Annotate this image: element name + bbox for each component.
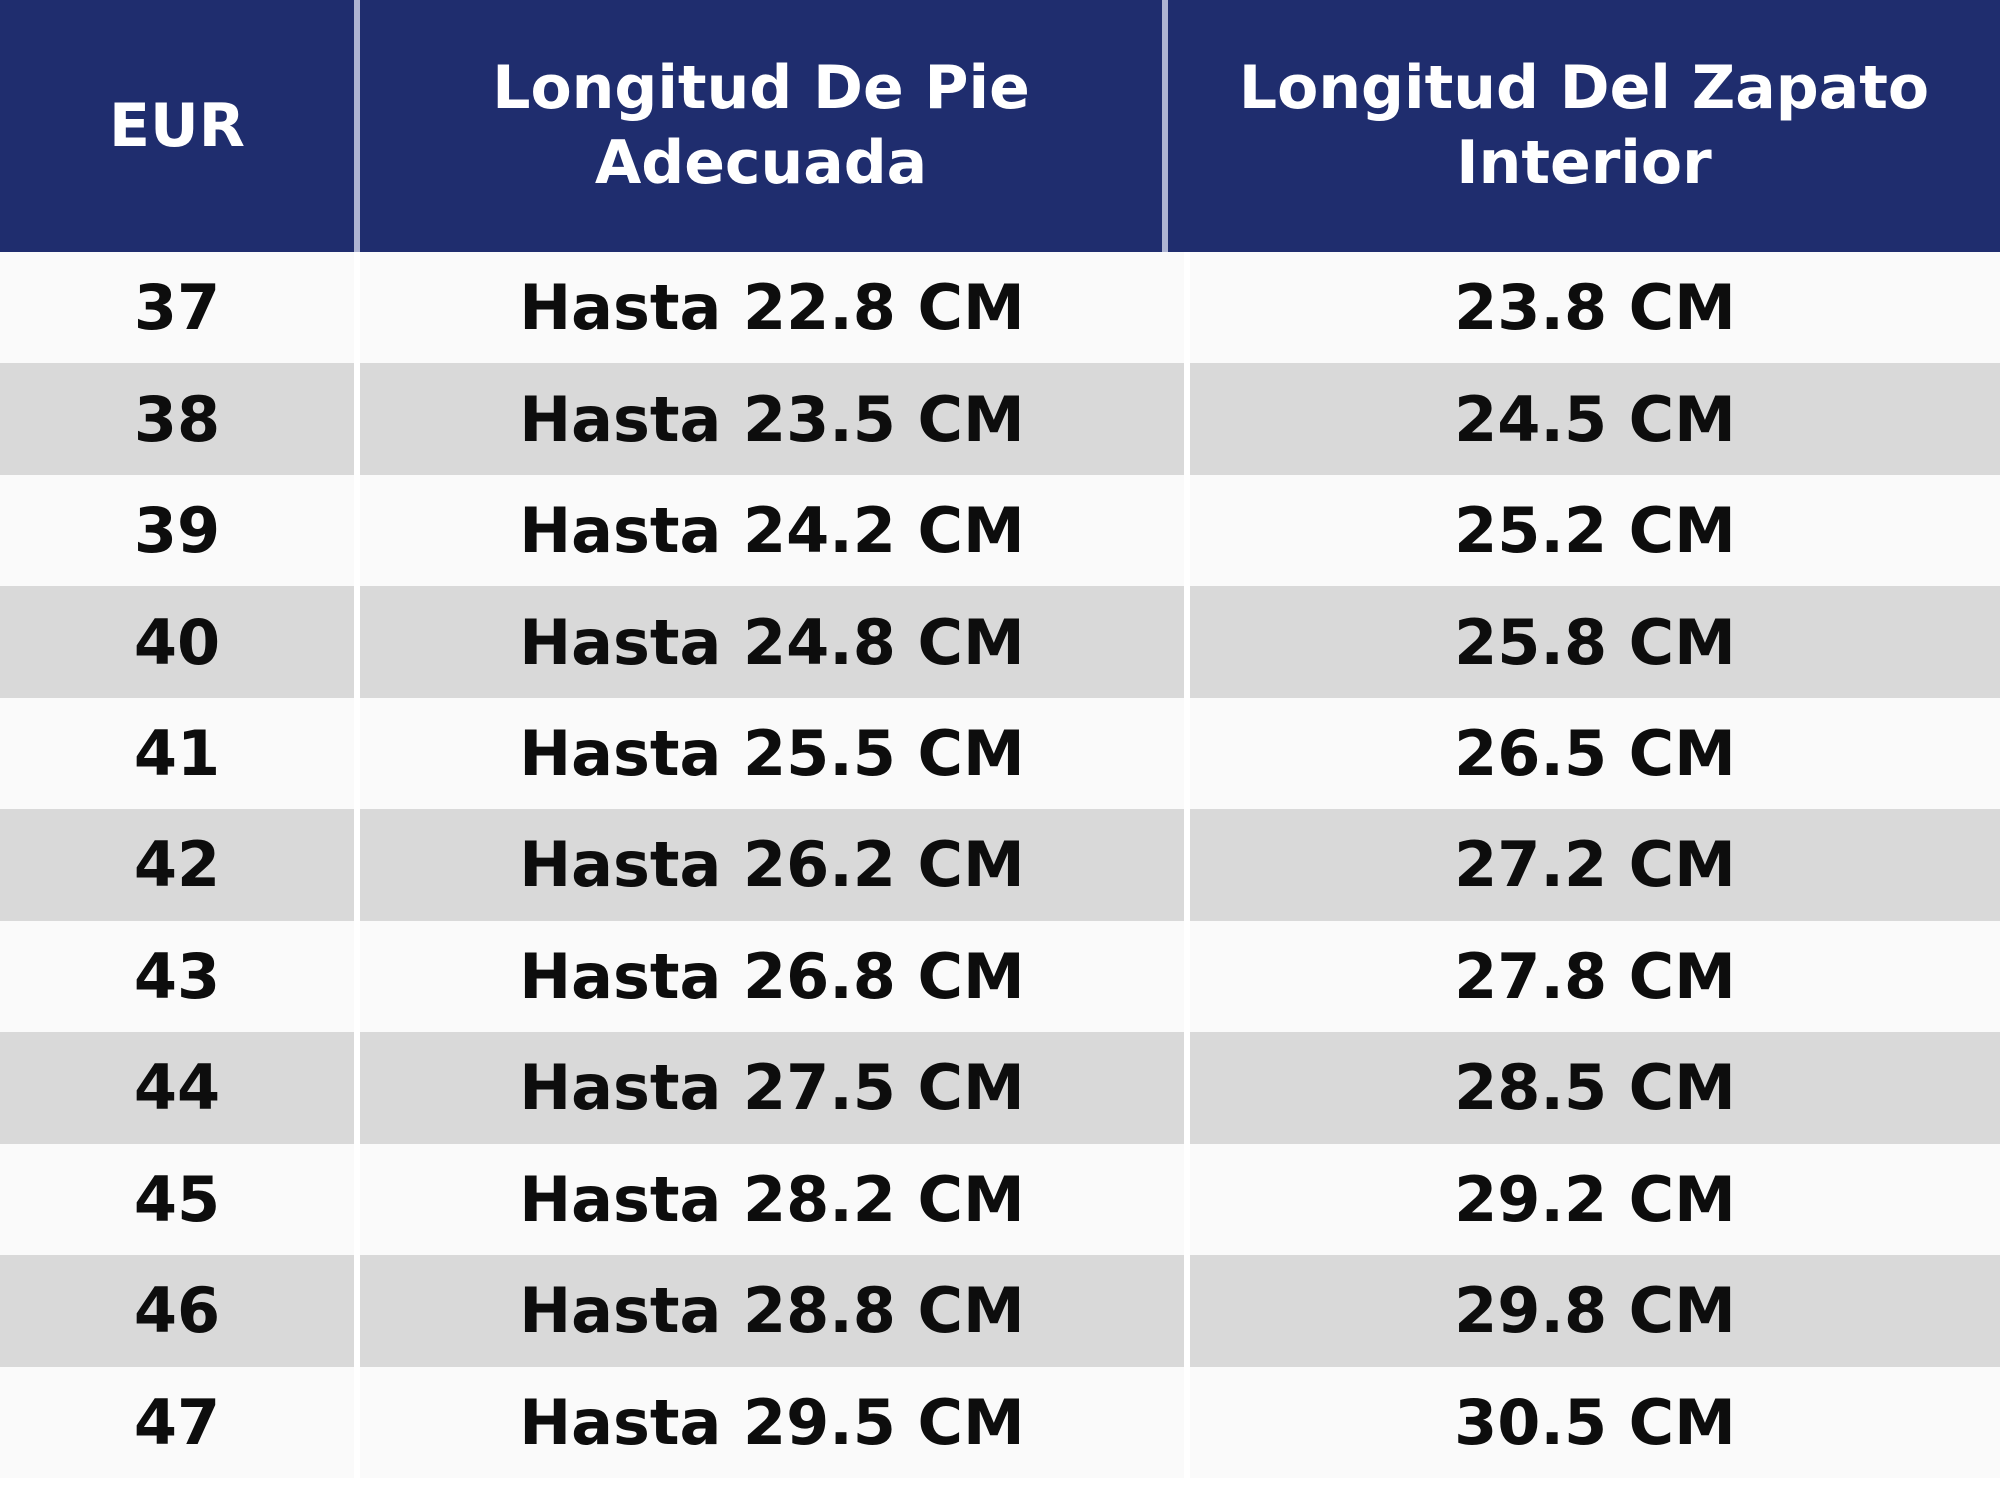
foot-length-cell: Hasta 22.8 CM [360,252,1184,364]
shoe-length-cell: 23.8 CM [1190,252,2000,364]
shoe-length-cell: 27.8 CM [1190,920,2000,1033]
table-row: 47 Hasta 29.5 CM 30.5 CM [0,1366,2000,1478]
table-row: 45 Hasta 28.2 CM 29.2 CM [0,1143,2000,1256]
table-row: 42 Hasta 26.2 CM 27.2 CM [0,809,2000,921]
foot-length-cell: Hasta 28.8 CM [360,1255,1184,1367]
table-row: 37 Hasta 22.8 CM 23.8 CM [0,252,2000,364]
shoe-length-cell: 29.2 CM [1190,1143,2000,1256]
table-row: 41 Hasta 25.5 CM 26.5 CM [0,697,2000,810]
foot-length-cell: Hasta 25.5 CM [360,697,1184,810]
shoe-length-cell: 28.5 CM [1190,1032,2000,1144]
shoe-length-cell: 24.5 CM [1190,363,2000,475]
table-row: 44 Hasta 27.5 CM 28.5 CM [0,1032,2000,1144]
shoe-length-cell: 29.8 CM [1190,1255,2000,1367]
table-row: 39 Hasta 24.2 CM 25.2 CM [0,474,2000,587]
table-body: 37 Hasta 22.8 CM 23.8 CM 38 Hasta 23.5 C… [0,252,2000,1478]
header-cell-shoe-interior-length: Longitud Del Zapato Interior [1168,0,2000,252]
foot-length-cell: Hasta 29.5 CM [360,1366,1184,1478]
table-row: 46 Hasta 28.8 CM 29.8 CM [0,1255,2000,1367]
eur-cell: 47 [0,1366,354,1478]
shoe-length-cell: 26.5 CM [1190,697,2000,810]
foot-length-cell: Hasta 24.2 CM [360,474,1184,587]
table-row: 43 Hasta 26.8 CM 27.8 CM [0,920,2000,1033]
table-row: 38 Hasta 23.5 CM 24.5 CM [0,363,2000,475]
shoe-length-cell: 27.2 CM [1190,809,2000,921]
eur-cell: 43 [0,920,354,1033]
shoe-length-cell: 30.5 CM [1190,1366,2000,1478]
eur-cell: 45 [0,1143,354,1256]
eur-cell: 41 [0,697,354,810]
shoe-length-cell: 25.8 CM [1190,586,2000,698]
foot-length-cell: Hasta 26.2 CM [360,809,1184,921]
header-cell-foot-length: Longitud De Pie Adecuada [360,0,1162,252]
eur-cell: 44 [0,1032,354,1144]
eur-cell: 37 [0,252,354,364]
eur-cell: 40 [0,586,354,698]
foot-length-cell: Hasta 23.5 CM [360,363,1184,475]
table-row: 40 Hasta 24.8 CM 25.8 CM [0,586,2000,698]
foot-length-cell: Hasta 24.8 CM [360,586,1184,698]
bottom-margin [0,1478,2000,1500]
table-header-row: EUR Longitud De Pie Adecuada Longitud De… [0,0,2000,252]
foot-length-cell: Hasta 27.5 CM [360,1032,1184,1144]
header-label-foot-length: Longitud De Pie Adecuada [492,53,1030,198]
eur-cell: 38 [0,363,354,475]
eur-cell: 39 [0,474,354,587]
header-label-eur: EUR [109,90,245,161]
header-label-shoe-interior-length: Longitud Del Zapato Interior [1238,53,1930,198]
foot-length-cell: Hasta 28.2 CM [360,1143,1184,1256]
shoe-length-cell: 25.2 CM [1190,474,2000,587]
header-cell-eur: EUR [0,0,354,252]
foot-length-cell: Hasta 26.8 CM [360,920,1184,1033]
eur-cell: 42 [0,809,354,921]
eur-cell: 46 [0,1255,354,1367]
